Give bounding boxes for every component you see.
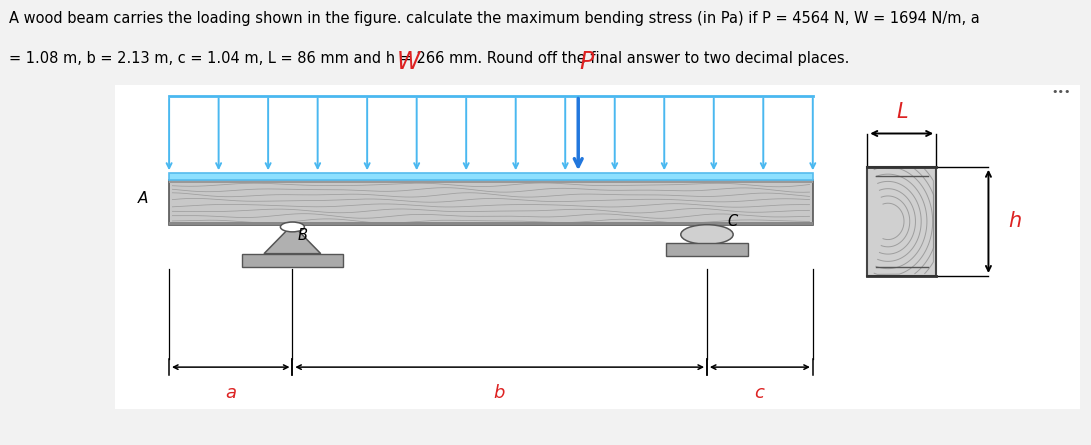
- Text: $B$: $B$: [297, 227, 308, 243]
- Text: $C$: $C$: [727, 213, 739, 229]
- Bar: [169, 173, 813, 180]
- Bar: [169, 180, 813, 225]
- Text: $L$: $L$: [896, 102, 908, 122]
- Text: $A$: $A$: [137, 190, 149, 206]
- Bar: [115, 85, 1080, 409]
- Bar: [169, 180, 813, 183]
- Text: $W$: $W$: [396, 50, 422, 74]
- Text: $h$: $h$: [1008, 211, 1022, 231]
- Polygon shape: [264, 225, 321, 254]
- Text: $c$: $c$: [754, 384, 766, 402]
- Text: $a$: $a$: [225, 384, 237, 402]
- Bar: [666, 243, 748, 256]
- Bar: [242, 254, 343, 267]
- Text: $P$: $P$: [579, 50, 595, 74]
- Bar: [169, 222, 813, 225]
- Text: = 1.08 m, b = 2.13 m, c = 1.04 m, L = 86 mm and h = 266 mm. Round off the final : = 1.08 m, b = 2.13 m, c = 1.04 m, L = 86…: [9, 51, 849, 66]
- Circle shape: [280, 222, 304, 232]
- Ellipse shape: [681, 225, 733, 244]
- Bar: [867, 167, 936, 276]
- Text: A wood beam carries the loading shown in the figure. calculate the maximum bendi: A wood beam carries the loading shown in…: [9, 11, 980, 26]
- Text: $b$: $b$: [493, 384, 506, 402]
- Text: •••: •••: [1052, 87, 1071, 97]
